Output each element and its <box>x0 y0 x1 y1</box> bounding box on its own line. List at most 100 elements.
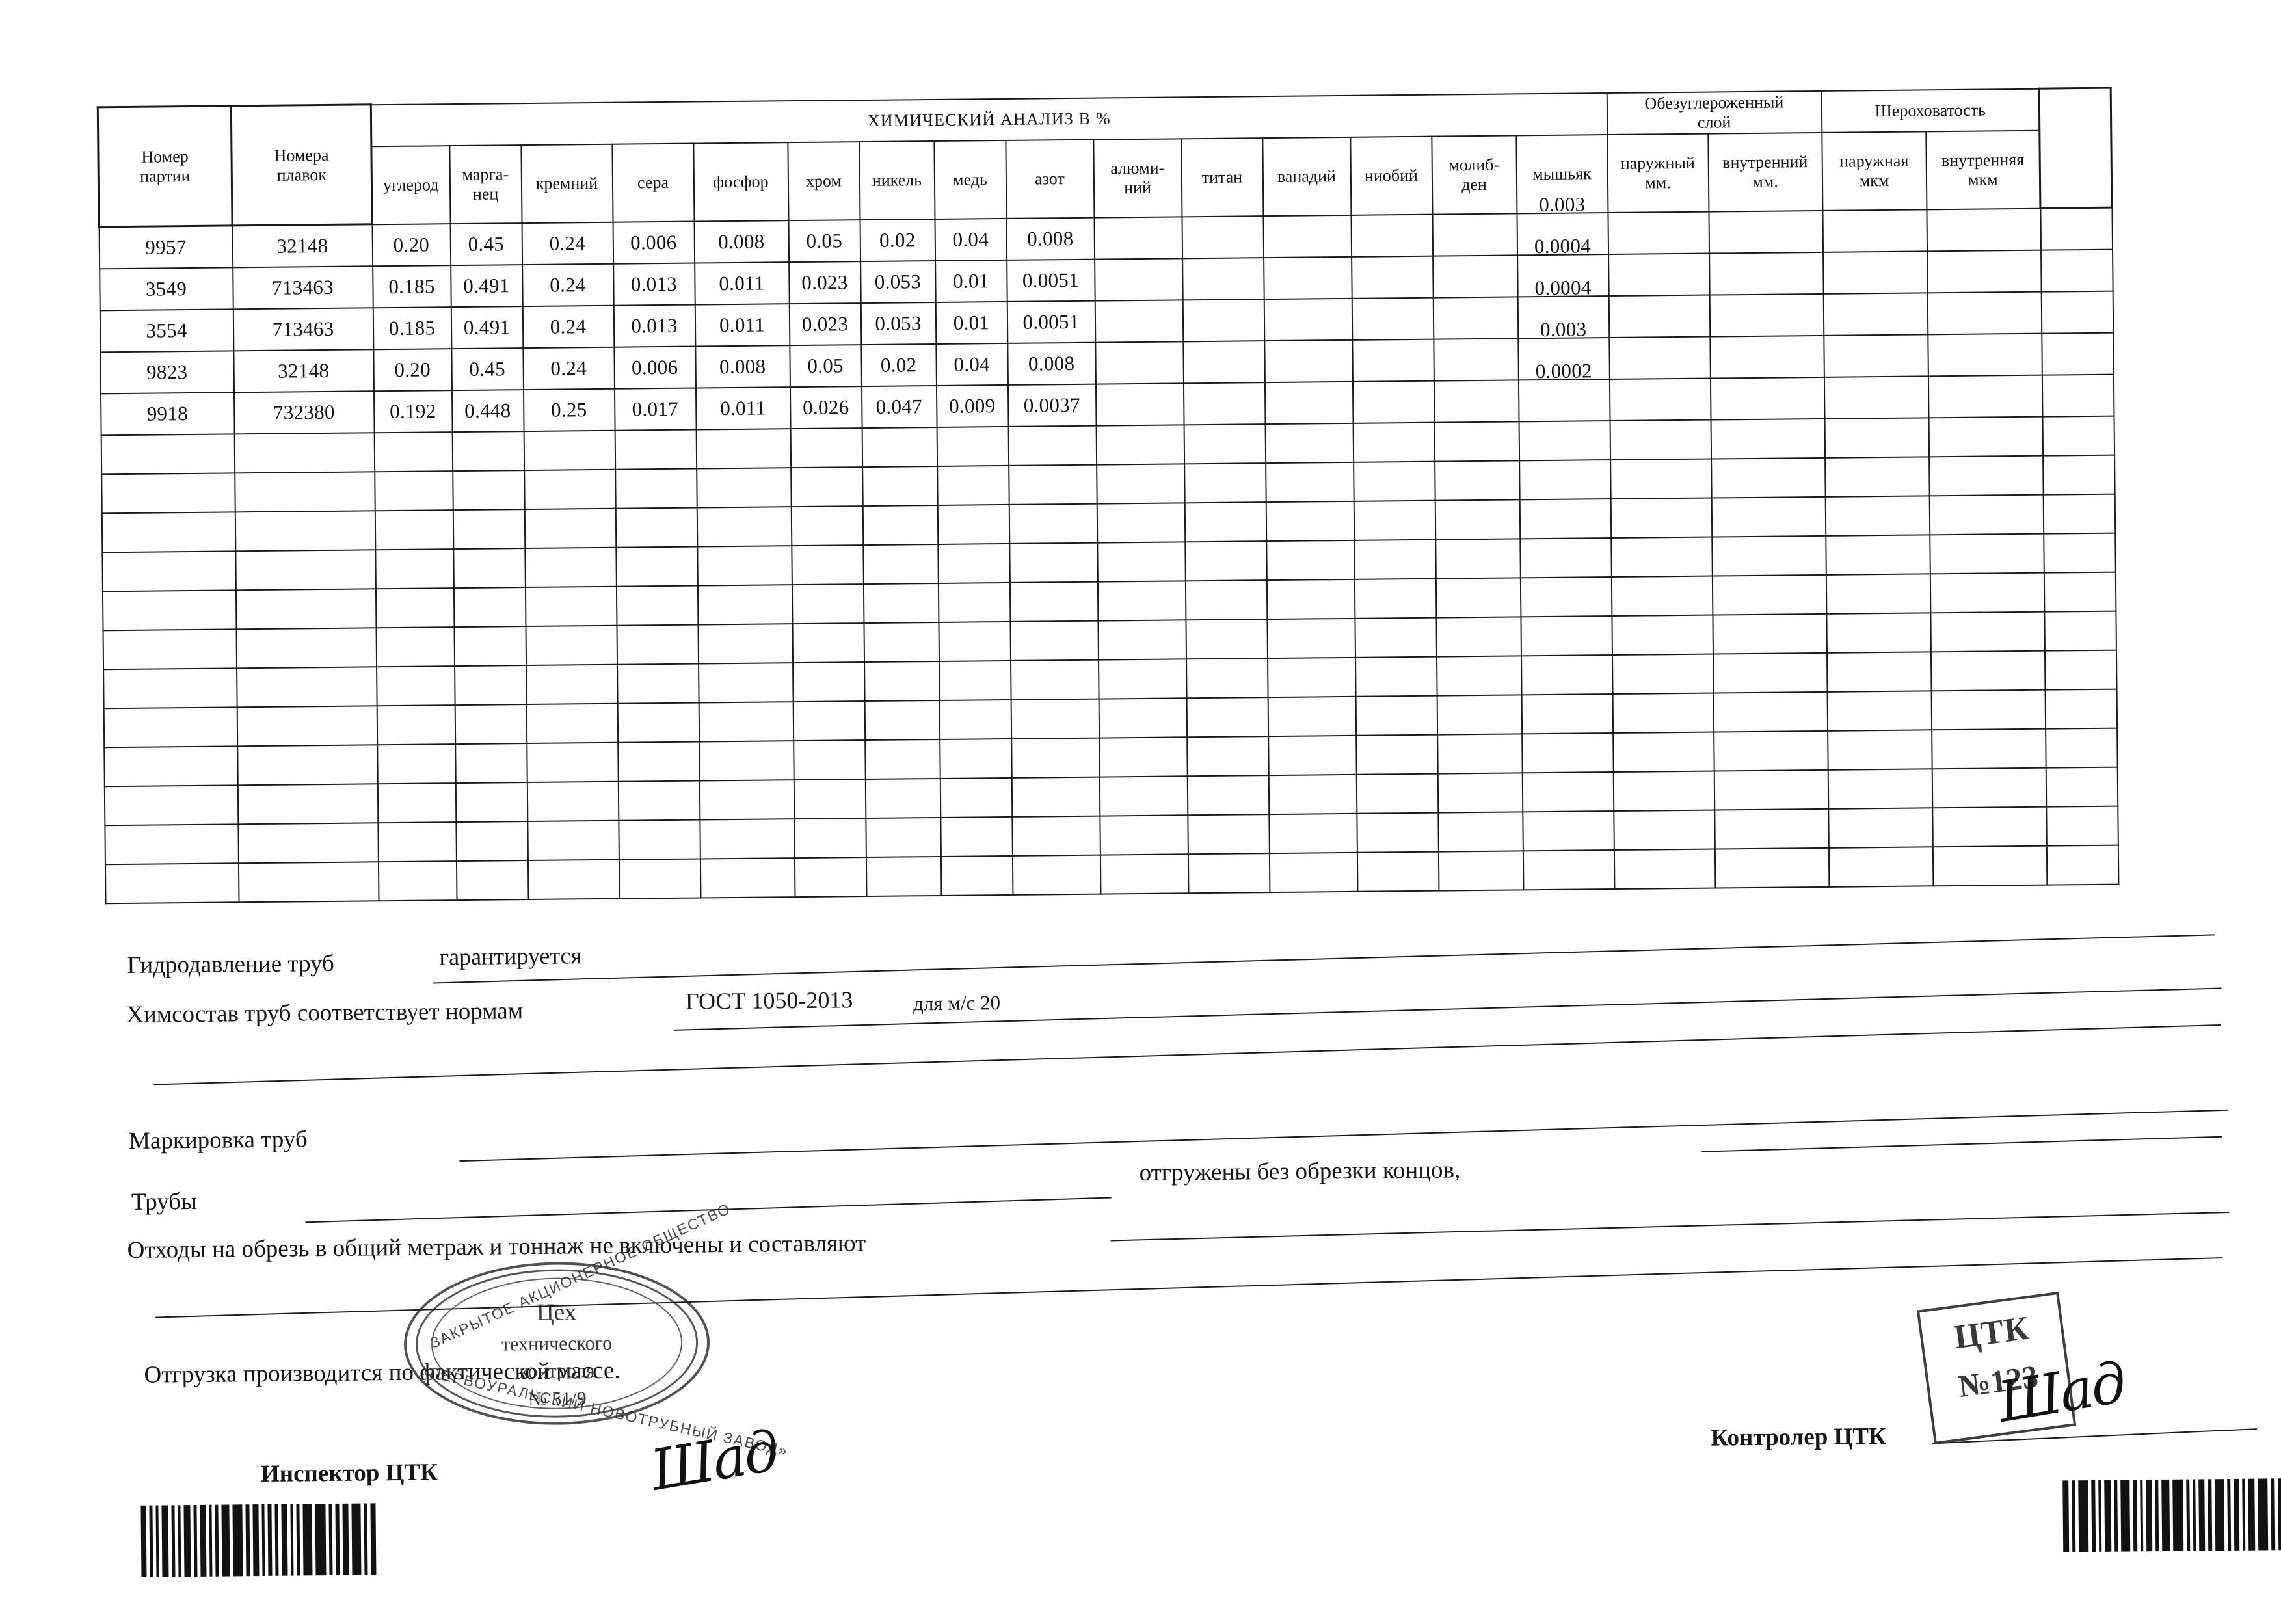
cell-decarb-outer[interactable] <box>1607 211 1709 255</box>
cell-batch-number[interactable]: 9823 <box>100 351 234 394</box>
empty-cell-titanium[interactable] <box>1184 424 1266 464</box>
cell-batch-number[interactable]: 3554 <box>100 309 233 353</box>
empty-cell-roughness-inner[interactable] <box>1930 572 2044 613</box>
empty-cell-nickel[interactable] <box>862 466 938 507</box>
empty-cell-heat-number[interactable] <box>237 745 378 786</box>
empty-cell-batch-number[interactable] <box>103 629 237 670</box>
empty-cell-aluminium[interactable] <box>1097 581 1186 621</box>
empty-cell-decarb-inner[interactable] <box>1711 457 1826 498</box>
empty-cell-titanium[interactable] <box>1186 736 1269 777</box>
cell-roughness-inner[interactable] <box>1927 291 2042 335</box>
cell-roughness-inner[interactable] <box>1927 250 2042 293</box>
cell-vanadium[interactable] <box>1264 381 1354 425</box>
empty-cell-manganese[interactable] <box>455 704 527 745</box>
cell-spare[interactable] <box>2040 207 2113 250</box>
empty-cell-niobium[interactable] <box>1355 695 1437 736</box>
empty-cell-manganese[interactable] <box>453 587 526 628</box>
empty-cell-nitrogen[interactable] <box>1008 464 1097 505</box>
empty-cell-roughness-inner[interactable] <box>1931 689 2046 730</box>
cell-sulfur[interactable]: 0.017 <box>614 388 697 431</box>
empty-cell-molybdenum[interactable] <box>1435 539 1521 579</box>
cell-batch-number[interactable]: 9957 <box>99 225 233 269</box>
cell-phosphorus[interactable]: 0.011 <box>694 262 790 305</box>
empty-cell-copper[interactable] <box>940 855 1013 896</box>
empty-cell-copper[interactable] <box>937 465 1009 505</box>
empty-cell-manganese[interactable] <box>456 860 529 901</box>
cell-silicon[interactable]: 0.24 <box>522 222 613 265</box>
empty-cell-niobium[interactable] <box>1354 578 1436 619</box>
empty-cell-batch-number[interactable] <box>102 590 237 631</box>
empty-cell-manganese[interactable] <box>455 821 528 862</box>
empty-cell-carbon[interactable] <box>375 549 454 589</box>
empty-cell-decarb-outer[interactable] <box>1610 537 1713 578</box>
empty-cell-niobium[interactable] <box>1354 539 1436 579</box>
empty-cell-manganese[interactable] <box>455 782 527 823</box>
empty-cell-decarb-inner[interactable] <box>1714 769 1828 810</box>
empty-cell-niobium[interactable] <box>1353 461 1435 501</box>
empty-cell-carbon[interactable] <box>377 822 457 862</box>
empty-cell-silicon[interactable] <box>525 625 617 666</box>
empty-cell-decarb-outer[interactable] <box>1610 419 1711 460</box>
empty-cell-molybdenum[interactable] <box>1437 695 1522 735</box>
empty-cell-manganese[interactable] <box>452 431 524 472</box>
empty-cell-roughness-inner[interactable] <box>1928 455 2044 496</box>
empty-cell-phosphorus[interactable] <box>697 546 792 586</box>
empty-cell-silicon[interactable] <box>524 430 615 471</box>
empty-cell-batch-number[interactable] <box>101 434 235 475</box>
empty-cell-niobium[interactable] <box>1355 734 1438 775</box>
empty-cell-molybdenum[interactable] <box>1434 460 1520 501</box>
empty-cell-arsenic[interactable] <box>1521 733 1614 773</box>
empty-cell-copper[interactable] <box>937 543 1010 583</box>
cell-roughness-outer[interactable] <box>1822 209 1927 252</box>
empty-cell-roughness-outer[interactable] <box>1824 418 1929 458</box>
empty-cell-arsenic[interactable] <box>1520 577 1612 617</box>
empty-cell-roughness-inner[interactable] <box>1932 806 2047 847</box>
empty-cell-copper[interactable] <box>939 738 1012 779</box>
empty-cell-vanadium[interactable] <box>1268 774 1357 815</box>
cell-niobium[interactable] <box>1352 297 1434 340</box>
empty-cell-titanium[interactable] <box>1186 697 1268 738</box>
empty-cell-batch-number[interactable] <box>101 551 236 592</box>
empty-cell-spare[interactable] <box>2043 494 2115 534</box>
cell-niobium[interactable] <box>1352 380 1435 423</box>
empty-cell-copper[interactable] <box>938 582 1010 622</box>
empty-cell-titanium[interactable] <box>1184 502 1266 542</box>
empty-cell-phosphorus[interactable] <box>699 741 794 781</box>
cell-sulfur[interactable]: 0.013 <box>613 263 695 306</box>
empty-cell-roughness-outer[interactable] <box>1827 730 1932 770</box>
cell-molybdenum[interactable] <box>1432 255 1518 298</box>
empty-cell-spare[interactable] <box>2046 845 2118 885</box>
empty-cell-decarb-inner[interactable] <box>1713 691 1828 732</box>
empty-cell-roughness-inner[interactable] <box>1931 728 2046 769</box>
empty-cell-nickel[interactable] <box>863 583 939 624</box>
cell-molybdenum[interactable] <box>1432 213 1517 256</box>
cell-copper[interactable]: 0.01 <box>935 301 1007 344</box>
cell-heat-number[interactable]: 713463 <box>233 308 373 351</box>
empty-cell-chromium[interactable] <box>794 818 866 859</box>
empty-cell-phosphorus[interactable] <box>700 858 795 898</box>
cell-silicon[interactable]: 0.24 <box>522 347 615 390</box>
cell-nickel[interactable]: 0.053 <box>860 260 936 304</box>
cell-spare[interactable] <box>2042 374 2114 417</box>
empty-cell-chromium[interactable] <box>792 584 864 624</box>
empty-cell-copper[interactable] <box>938 621 1011 661</box>
empty-cell-roughness-outer[interactable] <box>1826 574 1930 614</box>
empty-cell-decarb-inner[interactable] <box>1711 535 1826 576</box>
empty-cell-heat-number[interactable] <box>235 589 376 630</box>
cell-manganese[interactable]: 0.45 <box>450 222 522 266</box>
empty-cell-silicon[interactable] <box>526 703 618 744</box>
cell-heat-number[interactable]: 732380 <box>233 391 375 434</box>
empty-cell-decarb-outer[interactable] <box>1614 849 1715 890</box>
empty-cell-phosphorus[interactable] <box>697 585 792 625</box>
empty-cell-silicon[interactable] <box>527 859 620 900</box>
cell-nitrogen[interactable]: 0.0037 <box>1007 384 1097 427</box>
empty-cell-sulfur[interactable] <box>617 741 700 782</box>
empty-cell-chromium[interactable] <box>793 740 866 780</box>
empty-cell-spare[interactable] <box>2043 533 2116 573</box>
empty-cell-molybdenum[interactable] <box>1436 656 1522 696</box>
empty-cell-nitrogen[interactable] <box>1011 816 1100 856</box>
empty-cell-spare[interactable] <box>2046 767 2118 807</box>
empty-cell-carbon[interactable] <box>375 627 455 667</box>
empty-cell-manganese[interactable] <box>452 470 525 511</box>
cell-batch-number[interactable]: 3549 <box>99 267 233 311</box>
